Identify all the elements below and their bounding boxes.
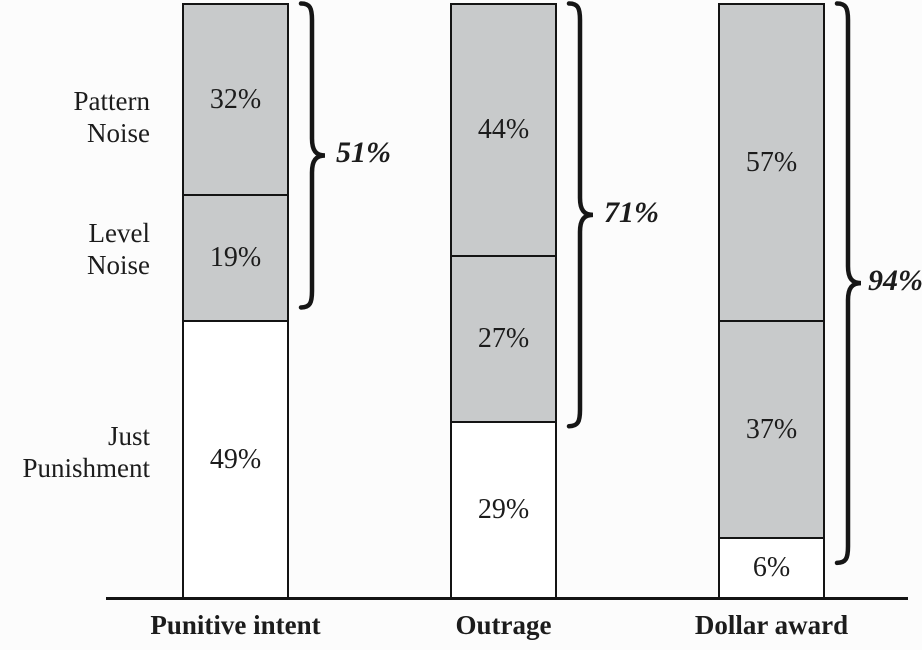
segment-level-noise: 19% xyxy=(184,194,287,321)
legend-level-noise: Level Noise xyxy=(2,217,150,281)
bar-punitive-intent: 32% 19% 49% xyxy=(182,3,289,597)
segment-value: 27% xyxy=(477,322,530,354)
brace-total-label: 51% xyxy=(336,136,391,170)
legend-pattern-noise-line2: Noise xyxy=(87,118,150,148)
segment-pattern-noise: 44% xyxy=(452,5,555,255)
segment-pattern-noise: 57% xyxy=(720,5,823,321)
segment-value: 19% xyxy=(209,242,262,274)
x-axis-label-outrage: Outrage xyxy=(455,610,552,640)
brace-total-noise-punitive-intent xyxy=(298,1,326,310)
segment-level-noise: 37% xyxy=(720,320,823,537)
legend-just-punishment-line2: Punishment xyxy=(22,453,150,483)
segment-value: 32% xyxy=(209,83,262,115)
legend-just-punishment: Just Punishment xyxy=(2,420,150,484)
legend-just-punishment-line1: Just xyxy=(107,421,150,451)
segment-value: 37% xyxy=(745,413,798,445)
segment-just-punishment: 6% xyxy=(720,536,823,597)
legend-level-noise-line1: Level xyxy=(88,218,150,248)
segment-pattern-noise: 32% xyxy=(184,5,287,195)
brace-total-label: 94% xyxy=(868,264,922,298)
segment-level-noise: 27% xyxy=(452,254,555,421)
legend-pattern-noise-line1: Pattern xyxy=(73,86,150,116)
segment-value: 49% xyxy=(209,443,262,475)
bar-dollar-award: 57% 37% 6% xyxy=(718,3,825,597)
legend-level-noise-line2: Noise xyxy=(87,250,150,280)
segment-value: 44% xyxy=(477,113,530,145)
segment-value: 29% xyxy=(477,493,530,525)
segment-just-punishment: 49% xyxy=(184,320,287,597)
segment-value: 57% xyxy=(745,146,798,178)
brace-total-noise-dollar-award xyxy=(834,1,862,566)
segment-just-punishment: 29% xyxy=(452,420,555,597)
x-axis-label-dollar-award: Dollar award xyxy=(694,610,849,640)
bar-outrage: 44% 27% 29% xyxy=(450,3,557,597)
brace-total-label: 71% xyxy=(604,195,659,229)
segment-value: 6% xyxy=(752,551,791,583)
legend-pattern-noise: Pattern Noise xyxy=(2,85,150,149)
x-axis-line xyxy=(106,597,908,600)
brace-total-noise-outrage xyxy=(566,1,594,429)
x-axis-label-punitive-intent: Punitive intent xyxy=(150,610,321,640)
